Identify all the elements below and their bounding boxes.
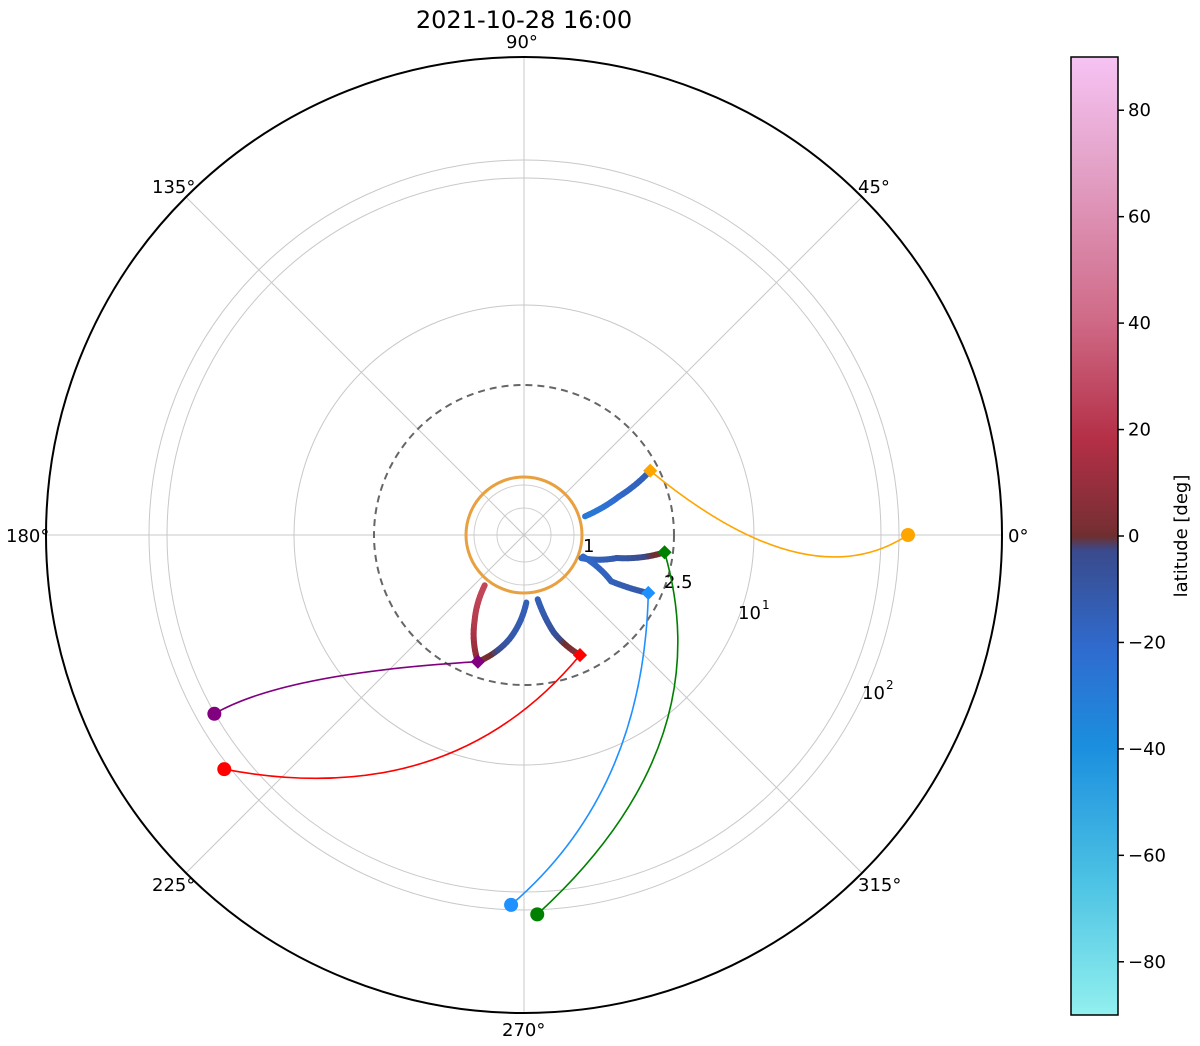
angle-label-270: 270° bbox=[502, 1020, 545, 1041]
colorbar-label: latitude [deg] bbox=[1171, 475, 1192, 598]
colorbar: 80 60 40 20 0 −20 −40 −60 −80 latitude [deg] bbox=[1070, 56, 1192, 1016]
colorbar-tick-label: 80 bbox=[1128, 100, 1151, 121]
series-4-footpoint-marker bbox=[470, 654, 485, 669]
radial-label-10-exp: 1 bbox=[762, 598, 770, 612]
radial-label-100-base: 10 bbox=[862, 683, 885, 704]
radial-tick-labels: 1 2.5 10 1 10 2 bbox=[583, 536, 894, 704]
series-1-observer-marker bbox=[530, 907, 545, 922]
colorbar-ticks: 80 60 40 20 0 −20 −40 −60 −80 bbox=[1118, 100, 1166, 973]
angle-label-0: 0° bbox=[1008, 526, 1028, 547]
series-1-footpoint-marker bbox=[657, 545, 672, 560]
colorbar-tick-label: −40 bbox=[1128, 739, 1166, 760]
series-4-field-line-a-segment bbox=[522, 599, 530, 611]
angle-label-135: 135° bbox=[152, 177, 195, 198]
dashed-circle-2.5 bbox=[373, 384, 675, 686]
colorbar-tick-label: 0 bbox=[1128, 526, 1139, 547]
polar-frame bbox=[45, 56, 1003, 1014]
colorbar-tick-label: 20 bbox=[1128, 420, 1151, 441]
colorbar-tick-label: 60 bbox=[1128, 207, 1151, 228]
colorbar-tick-label: −80 bbox=[1128, 952, 1166, 973]
series-0-observer-marker bbox=[901, 528, 915, 542]
angle-label-225: 225° bbox=[152, 875, 195, 896]
grid-spoke bbox=[185, 196, 525, 536]
series-3-footpoint-marker bbox=[572, 648, 588, 663]
radial-label-2.5: 2.5 bbox=[664, 572, 693, 593]
series-2-footpoint-marker bbox=[641, 585, 656, 601]
series-4-observer-marker bbox=[207, 706, 222, 721]
colorbar-gradient bbox=[1070, 56, 1119, 1016]
series-2-observer-marker bbox=[504, 897, 519, 912]
radial-label-1: 1 bbox=[583, 536, 594, 557]
sun-reference-circle bbox=[464, 475, 584, 595]
series-4-field-line-b-segment bbox=[479, 582, 488, 593]
series-3-spiral bbox=[224, 654, 581, 780]
grid-spoke bbox=[523, 534, 863, 874]
series-4-spiral bbox=[213, 660, 478, 715]
chart-title: 2021-10-28 16:00 bbox=[416, 6, 632, 34]
radial-label-10-base: 10 bbox=[738, 603, 761, 624]
series-2-spiral bbox=[510, 592, 650, 906]
colorbar-tick-label: −20 bbox=[1128, 632, 1166, 653]
angle-label-180: 180° bbox=[6, 526, 49, 547]
angle-label-315: 315° bbox=[858, 875, 901, 896]
series-2-field-line-segment bbox=[580, 553, 590, 562]
polar-grid bbox=[46, 57, 1002, 1013]
grid-spokes bbox=[46, 57, 1002, 1013]
angle-tick-labels: 0° 45° 90° 135° 180° 225° 270° 315° bbox=[6, 32, 1028, 1041]
series-1-spiral bbox=[536, 552, 679, 915]
grid-spoke bbox=[185, 534, 525, 874]
colorbar-tick-label: −60 bbox=[1128, 845, 1166, 866]
colorbar-tick-label: 40 bbox=[1128, 313, 1151, 334]
angle-label-90: 90° bbox=[506, 32, 538, 53]
series-3-field-line-segment bbox=[534, 596, 543, 607]
series-layer bbox=[207, 463, 915, 922]
radial-label-100-exp: 2 bbox=[886, 678, 894, 692]
grid-spoke bbox=[523, 196, 863, 536]
series-3-observer-marker bbox=[217, 762, 232, 777]
angle-label-45: 45° bbox=[858, 177, 890, 198]
series-0-spiral bbox=[649, 470, 909, 558]
series-0-field-line-segment bbox=[582, 511, 593, 520]
series-0-footpoint-marker bbox=[643, 463, 658, 478]
